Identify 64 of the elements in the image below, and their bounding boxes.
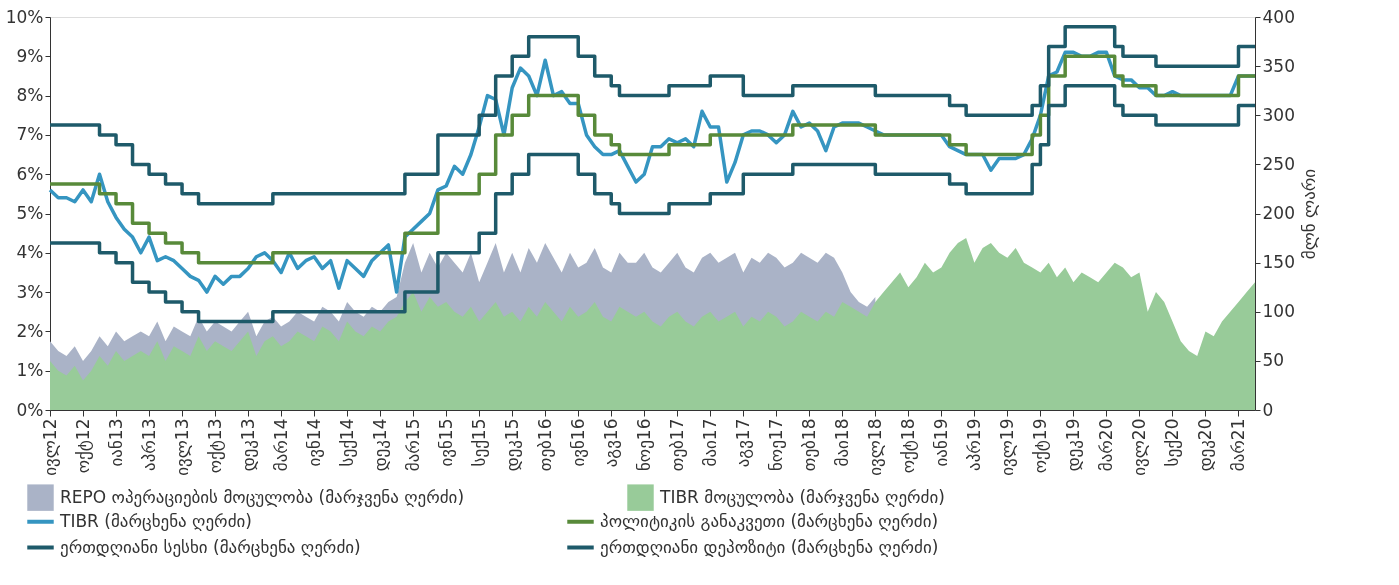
legend-label: REPO ოპერაციების მოცულობა (მარჯვენა ღერძი) — [60, 486, 465, 507]
x-tick-label: იან13 — [105, 418, 126, 467]
legend-label: პოლიტიკის განაკვეთი (მარცხენა ღერძი) — [600, 510, 939, 531]
legend-label: ერთდღიანი სესხი (მარცხენა ღერძი) — [60, 536, 361, 557]
y2-tick-label: 250 — [1262, 153, 1295, 174]
legend-label: ერთდღიანი დეპოზიტი (მარცხენა ღერძი) — [600, 536, 939, 557]
x-tick-label: ივნ15 — [435, 418, 456, 467]
y-tick-label: 4% — [16, 242, 44, 263]
x-tick-label: მარ15 — [402, 418, 423, 472]
y2-tick-label: 50 — [1262, 350, 1285, 371]
x-tick-label: აგვ16 — [600, 418, 621, 468]
y-tick-label: 3% — [16, 281, 44, 302]
y-tick-label: 10% — [5, 6, 44, 27]
x-tick-label: დეკ13 — [237, 418, 258, 472]
x-tick-label: იან19 — [930, 418, 951, 467]
y-tick-label: 1% — [16, 360, 44, 381]
x-tick-label: ოქტ19 — [1029, 418, 1050, 474]
x-tick-label: სექ20 — [1161, 418, 1182, 467]
y2-tick-label: 400 — [1262, 6, 1295, 27]
x-tick-label: სექ14 — [336, 418, 357, 467]
x-tick-label: მაი18 — [831, 418, 852, 467]
x-tick-label: ივლ13 — [171, 418, 192, 476]
x-tick-label: ოქტ18 — [897, 418, 918, 474]
legend-label: TIBR მოცულობა (მარჯვენა ღერძი) — [659, 486, 945, 507]
y-tick-label: 2% — [16, 320, 44, 341]
y2-tick-label: 100 — [1262, 301, 1295, 322]
y-tick-label: 8% — [16, 85, 44, 106]
y-tick-label: 6% — [16, 163, 44, 184]
x-tick-label: დეკ15 — [501, 418, 522, 472]
x-tick-label: აგვ17 — [732, 418, 753, 468]
x-tick-label: მარ21 — [1227, 418, 1248, 472]
x-tick-label: სექ15 — [468, 418, 489, 467]
y2-tick-label: 350 — [1262, 55, 1295, 76]
x-tick-label: თებ18 — [798, 418, 819, 472]
x-tick-label: აპრ13 — [138, 418, 159, 471]
y-tick-label: 5% — [16, 203, 44, 223]
x-tick-label: ოქტ12 — [72, 418, 93, 474]
y-tick-label: 9% — [16, 45, 44, 66]
x-tick-label: ნოე17 — [765, 418, 786, 472]
x-tick-label: ივლ12 — [39, 418, 60, 476]
y-tick-label: 7% — [16, 124, 44, 145]
x-tick-label: მარ14 — [270, 418, 291, 472]
y2-tick-label: 200 — [1262, 203, 1295, 223]
x-tick-label: თებ17 — [666, 418, 687, 472]
x-tick-label: ივლ20 — [1128, 418, 1149, 476]
x-tick-label: დეკ19 — [1062, 418, 1083, 472]
x-tick-label: დეკ14 — [369, 418, 390, 472]
y2-tick-label: 300 — [1262, 104, 1295, 125]
x-tick-label: ივნ14 — [303, 418, 324, 467]
x-tick-label: დეკ20 — [1194, 418, 1215, 472]
x-tick-label: თებ16 — [534, 418, 555, 472]
y2-tick-label: 150 — [1262, 252, 1295, 273]
y2-axis-title: მლნ ლარი — [1298, 168, 1319, 260]
x-tick-label: ივნ16 — [567, 418, 588, 467]
y-tick-label: 0% — [16, 399, 44, 420]
x-tick-label: ნოე16 — [633, 418, 654, 472]
legend-label: TIBR (მარცხენა ღერძი) — [59, 510, 252, 531]
y2-tick-label: 0 — [1262, 399, 1274, 420]
x-tick-label: ოქტ13 — [204, 418, 225, 474]
x-tick-label: მაი17 — [699, 418, 720, 467]
x-tick-label: მარ20 — [1095, 418, 1116, 472]
x-tick-label: ივლ18 — [864, 418, 885, 476]
x-tick-label: ივლ19 — [996, 418, 1017, 476]
x-tick-label: აპრ19 — [963, 418, 984, 471]
